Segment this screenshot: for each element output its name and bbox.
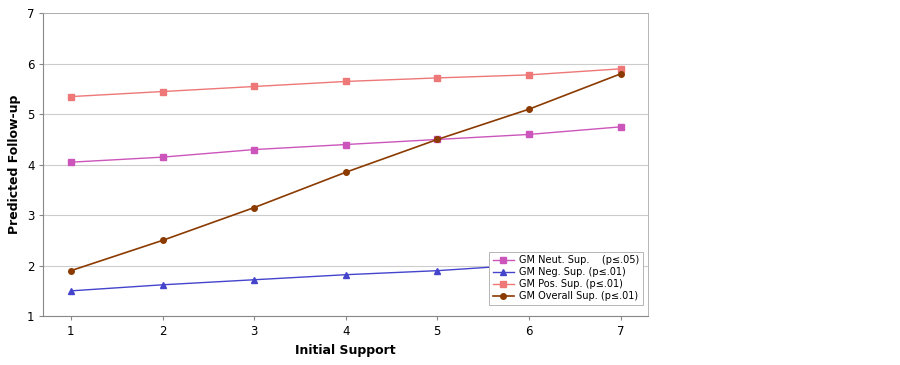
GM Overall Sup. (p≤.01)	[248, 205, 259, 210]
GM Overall Sup. (p≤.01)	[432, 137, 443, 142]
GM Neg. Sup. (p≤.01)	[615, 256, 626, 260]
GM Neut. Sup.    (p≤.05)	[248, 147, 259, 152]
Line: GM Neg. Sup. (p≤.01): GM Neg. Sup. (p≤.01)	[68, 255, 624, 293]
GM Pos. Sup. (p≤.01)	[248, 84, 259, 89]
GM Pos. Sup. (p≤.01)	[432, 76, 443, 80]
GM Neg. Sup. (p≤.01)	[524, 262, 535, 267]
GM Pos. Sup. (p≤.01)	[340, 79, 351, 84]
Line: GM Overall Sup. (p≤.01): GM Overall Sup. (p≤.01)	[68, 71, 624, 273]
GM Pos. Sup. (p≤.01)	[524, 73, 535, 77]
GM Neg. Sup. (p≤.01)	[158, 283, 168, 287]
GM Overall Sup. (p≤.01)	[615, 72, 626, 76]
GM Overall Sup. (p≤.01)	[340, 170, 351, 174]
GM Overall Sup. (p≤.01)	[66, 269, 77, 273]
GM Neut. Sup.    (p≤.05)	[158, 155, 168, 160]
GM Neut. Sup.    (p≤.05)	[524, 132, 535, 137]
GM Neg. Sup. (p≤.01)	[248, 277, 259, 282]
GM Neut. Sup.    (p≤.05)	[615, 125, 626, 129]
GM Neg. Sup. (p≤.01)	[432, 269, 443, 273]
Legend: GM Neut. Sup.    (p≤.05), GM Neg. Sup. (p≤.01), GM Pos. Sup. (p≤.01), GM Overall: GM Neut. Sup. (p≤.05), GM Neg. Sup. (p≤.…	[489, 251, 644, 305]
GM Pos. Sup. (p≤.01)	[66, 95, 77, 99]
GM Overall Sup. (p≤.01)	[158, 238, 168, 243]
GM Pos. Sup. (p≤.01)	[615, 67, 626, 71]
GM Neut. Sup.    (p≤.05)	[432, 137, 443, 142]
Line: GM Pos. Sup. (p≤.01): GM Pos. Sup. (p≤.01)	[68, 66, 624, 99]
GM Overall Sup. (p≤.01)	[524, 107, 535, 111]
Line: GM Neut. Sup.    (p≤.05): GM Neut. Sup. (p≤.05)	[68, 124, 624, 165]
GM Pos. Sup. (p≤.01)	[158, 89, 168, 94]
GM Neg. Sup. (p≤.01)	[340, 273, 351, 277]
GM Neut. Sup.    (p≤.05)	[340, 142, 351, 147]
GM Neut. Sup.    (p≤.05)	[66, 160, 77, 164]
GM Neg. Sup. (p≤.01)	[66, 289, 77, 293]
X-axis label: Initial Support: Initial Support	[295, 344, 396, 357]
Y-axis label: Predicted Follow-up: Predicted Follow-up	[8, 95, 22, 234]
